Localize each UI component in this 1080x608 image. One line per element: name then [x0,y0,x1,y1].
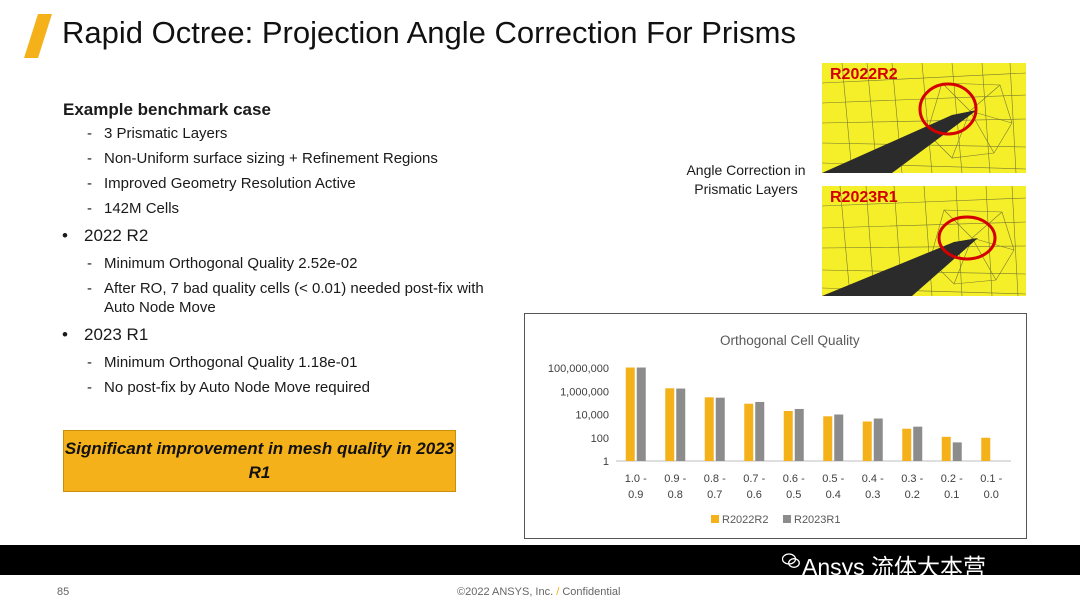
copyright: ©2022 ANSYS, Inc. / Confidential [457,586,620,598]
copyright-text: ©2022 ANSYS, Inc. [457,586,554,598]
slide-title: Rapid Octree: Projection Angle Correctio… [62,15,796,50]
x-tick-label: 0.8 - [704,473,726,485]
chart-title: Orthogonal Cell Quality [720,333,860,348]
mesh-label: R2022R2 [830,66,898,83]
list-item: Non-Uniform surface sizing + Refinement … [60,149,510,168]
confidential-text: Confidential [562,586,621,598]
callout-box: Significant improvement in mesh quality … [63,430,456,492]
x-tick-label: 0.3 - [901,473,923,485]
mesh-image-r2023r1: R2023R1 [822,186,1026,296]
benchmark-heading: Example benchmark case [63,100,271,119]
footer-brand: Ansys 流体大本营 [802,554,987,580]
x-tick-label: 0.5 [786,489,801,501]
bar-r2023r1-4 [794,408,804,461]
x-tick-label: 1.0 - [625,473,647,485]
bar-r2023r1-3 [755,401,765,461]
list-item: 142M Cells [60,199,510,218]
x-tick-label: 0.4 [826,489,841,501]
bar-r2022r2-1 [665,388,675,461]
legend-swatch-r2023r1 [783,515,791,523]
x-tick-label: 0.2 - [941,473,963,485]
bar-r2023r1-6 [873,418,883,461]
accent-slash [24,14,52,58]
list-item: Minimum Orthogonal Quality 2.52e-02 [60,254,510,273]
bar-r2022r2-3 [744,403,754,461]
footer-bar [0,545,1080,575]
x-tick-label: 0.7 [707,489,722,501]
list-item: Minimum Orthogonal Quality 1.18e-01 [60,353,510,372]
x-tick-label: 0.6 - [783,473,805,485]
bar-r2022r2-0 [625,367,635,461]
y-tick-label: 1,000,000 [560,386,609,398]
x-tick-label: 0.1 - [980,473,1002,485]
callout-text: Significant improvement in mesh quality … [64,439,455,482]
x-tick-label: 0.3 [865,489,880,501]
list-item: No post-fix by Auto Node Move required [60,378,510,397]
list-item: Improved Geometry Resolution Active [60,174,510,193]
x-tick-label: 0.9 [628,489,643,501]
bar-r2023r1-7 [913,426,923,461]
bar-r2023r1-1 [676,388,686,461]
legend-label-r2022r2: R2022R2 [722,514,768,526]
bar-r2022r2-2 [704,397,714,461]
bar-r2022r2-9 [981,437,991,461]
x-tick-label: 0.0 [984,489,999,501]
page-number: 85 [57,586,70,598]
x-tick-label: 0.2 [905,489,920,501]
bar-r2023r1-8 [952,442,962,461]
x-tick-label: 0.9 - [664,473,686,485]
x-tick-label: 0.7 - [743,473,765,485]
bar-r2023r1-2 [715,397,725,461]
list-item: After RO, 7 bad quality cells (< 0.01) n… [60,279,510,317]
bar-r2023r1-5 [834,414,844,461]
bullet-2022r2: 2022 R2 [60,226,510,246]
wechat-icon [782,553,800,568]
x-tick-label: 0.1 [944,489,959,501]
bar-r2022r2-6 [862,421,872,461]
y-tick-label: 100,000,000 [548,363,609,375]
bar-r2022r2-7 [902,428,912,461]
x-tick-label: 0.6 [747,489,762,501]
x-tick-label: 0.8 [668,489,683,501]
bar-r2022r2-4 [783,411,793,461]
copyright-separator: / [556,586,560,598]
bullet-2023r1: 2023 R1 [60,325,510,345]
image-caption: Angle Correction in Prismatic Layers [686,162,806,197]
y-tick-label: 1 [603,456,609,468]
y-tick-label: 10,000 [575,410,609,422]
list-item: 3 Prismatic Layers [60,124,510,143]
y-tick-label: 100 [591,433,609,445]
legend-label-r2023r1: R2023R1 [794,514,840,526]
bar-r2022r2-8 [941,436,951,461]
content-list: 3 Prismatic Layers Non-Uniform surface s… [60,124,510,403]
x-tick-label: 0.4 - [862,473,884,485]
legend-swatch-r2022r2 [711,515,719,523]
mesh-label: R2023R1 [830,189,898,206]
mesh-image-r2022r2: R2022R2 [822,63,1026,173]
bar-r2023r1-0 [636,367,646,461]
x-tick-label: 0.5 - [822,473,844,485]
bar-r2022r2-5 [823,416,833,461]
orthogonal-quality-chart: Orthogonal Cell Quality 100,000,000 1,000,… [524,313,1027,539]
chart-svg: Orthogonal Cell Quality 100,000,000 1,000,… [548,333,1011,526]
